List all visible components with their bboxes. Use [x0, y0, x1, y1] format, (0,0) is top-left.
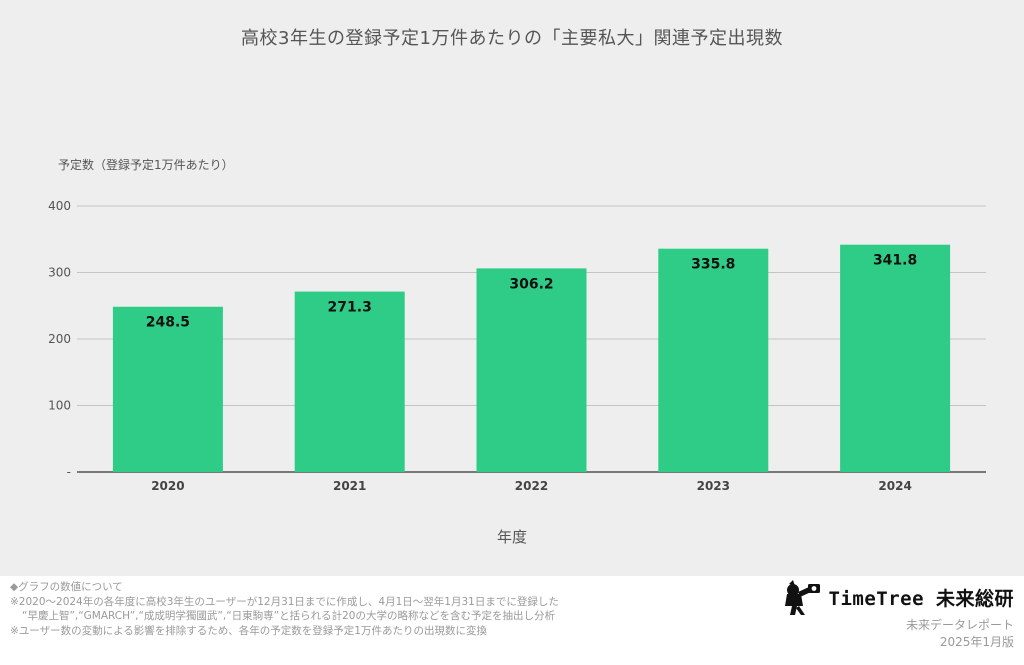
x-tick-labels: 2020 2021 2022 2023 2024: [151, 479, 912, 493]
footer-note-3: ※ユーザー数の変動による影響を排除するため、各年の予定数を登録予定1万件あたりの…: [10, 624, 487, 637]
camera-person-icon: [784, 580, 820, 615]
brand-logo-text: TimeTree 未来総研: [828, 587, 1014, 610]
chart-title: 高校3年生の登録予定1万件あたりの「主要私大」関連予定出現数: [241, 28, 783, 49]
footer-notes: ◆グラフの数値について ※2020～2024年の各年度に高校3年生のユーザーが1…: [10, 580, 559, 638]
bars: [112, 244, 951, 472]
bar: [840, 244, 951, 472]
y-tick-label: 100: [48, 399, 71, 413]
x-tick-label: 2020: [151, 479, 184, 493]
data-label: 341.8: [873, 253, 917, 269]
x-tick-label: 2023: [697, 479, 730, 493]
y-tick-label: -: [67, 465, 71, 479]
x-tick-label: 2021: [333, 479, 366, 493]
brand-logo: TimeTree 未来総研: [781, 578, 1014, 616]
y-tick-label: 400: [48, 199, 71, 213]
bar-chart: - 100 200 300 400 2020 2021 2022 2023 2024 248.5…: [48, 199, 986, 493]
data-label: 248.5: [146, 315, 190, 331]
y-tick-labels: - 100 200 300 400: [48, 199, 71, 479]
x-axis-label: 年度: [496, 528, 527, 546]
y-tick-label: 300: [48, 266, 71, 280]
footer-note-heading: ◆グラフの数値について: [10, 581, 123, 593]
bar: [112, 306, 223, 472]
data-label: 335.8: [691, 257, 735, 273]
data-labels: 248.5 271.3 306.2 335.8 341.8: [146, 253, 917, 331]
bar: [294, 291, 405, 472]
brand-dept: 未来データレポート: [905, 618, 1014, 632]
footer-note-2: “早慶上智”,“GMARCH”,“成成明学獨國武”,“日東駒専”と括られる計20…: [22, 610, 555, 622]
bar: [476, 268, 587, 472]
x-tick-label: 2024: [878, 479, 911, 493]
bar: [658, 248, 769, 472]
footer-note-1: ※2020～2024年の各年度に高校3年生のユーザーが12月31日までに作成し、…: [10, 595, 559, 608]
data-label: 306.2: [509, 276, 553, 292]
x-tick-label: 2022: [515, 479, 548, 493]
brand-date: 2025年1月版: [939, 635, 1014, 649]
y-tick-label: 200: [48, 332, 71, 346]
brand-block: TimeTree 未来総研 未来データレポート 2025年1月版: [781, 578, 1014, 650]
y-axis-label: 予定数（登録予定1万件あたり）: [58, 158, 234, 172]
data-label: 271.3: [328, 300, 372, 316]
